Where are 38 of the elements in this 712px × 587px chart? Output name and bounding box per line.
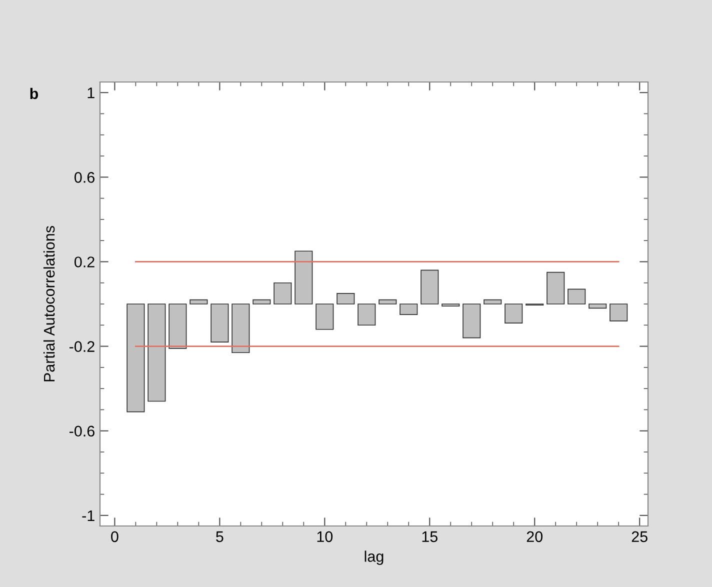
x-tick-label: 20 [526,531,543,542]
x-tick-label: 15 [422,531,438,542]
bar [126,304,145,412]
bar [190,299,208,304]
bar [168,304,187,349]
bar [294,250,313,304]
bar [462,304,481,338]
bar [274,282,292,304]
bar [210,304,229,342]
bar [316,304,334,330]
x-tick-label: 5 [216,531,224,542]
bar [252,299,271,304]
x-tick-label: 0 [111,531,118,542]
y-tick-label: 0.6 [74,172,94,183]
bar [504,304,523,324]
y-tick-label: -0.2 [69,341,94,352]
bar [232,304,250,354]
bar [484,299,502,304]
bar [400,304,418,315]
bar [568,288,586,304]
bar [148,304,166,402]
x-axis-title: lag [364,550,384,565]
bar [420,270,439,304]
bar [588,304,607,309]
x-tick-label: 10 [317,531,333,542]
bar [610,304,628,322]
bar [546,272,565,304]
y-axis-title: Partial Autocorrelations [43,226,55,382]
bar [442,304,460,307]
bar [358,304,376,326]
bar [378,299,397,304]
y-tick-label: -0.6 [69,426,94,437]
y-tick-label: -1 [82,510,94,521]
y-tick-label: 1 [88,88,94,98]
y-tick-label: 0.2 [74,256,94,268]
text: b [30,88,38,100]
bar [336,293,355,304]
x-tick-label: 25 [632,531,648,542]
